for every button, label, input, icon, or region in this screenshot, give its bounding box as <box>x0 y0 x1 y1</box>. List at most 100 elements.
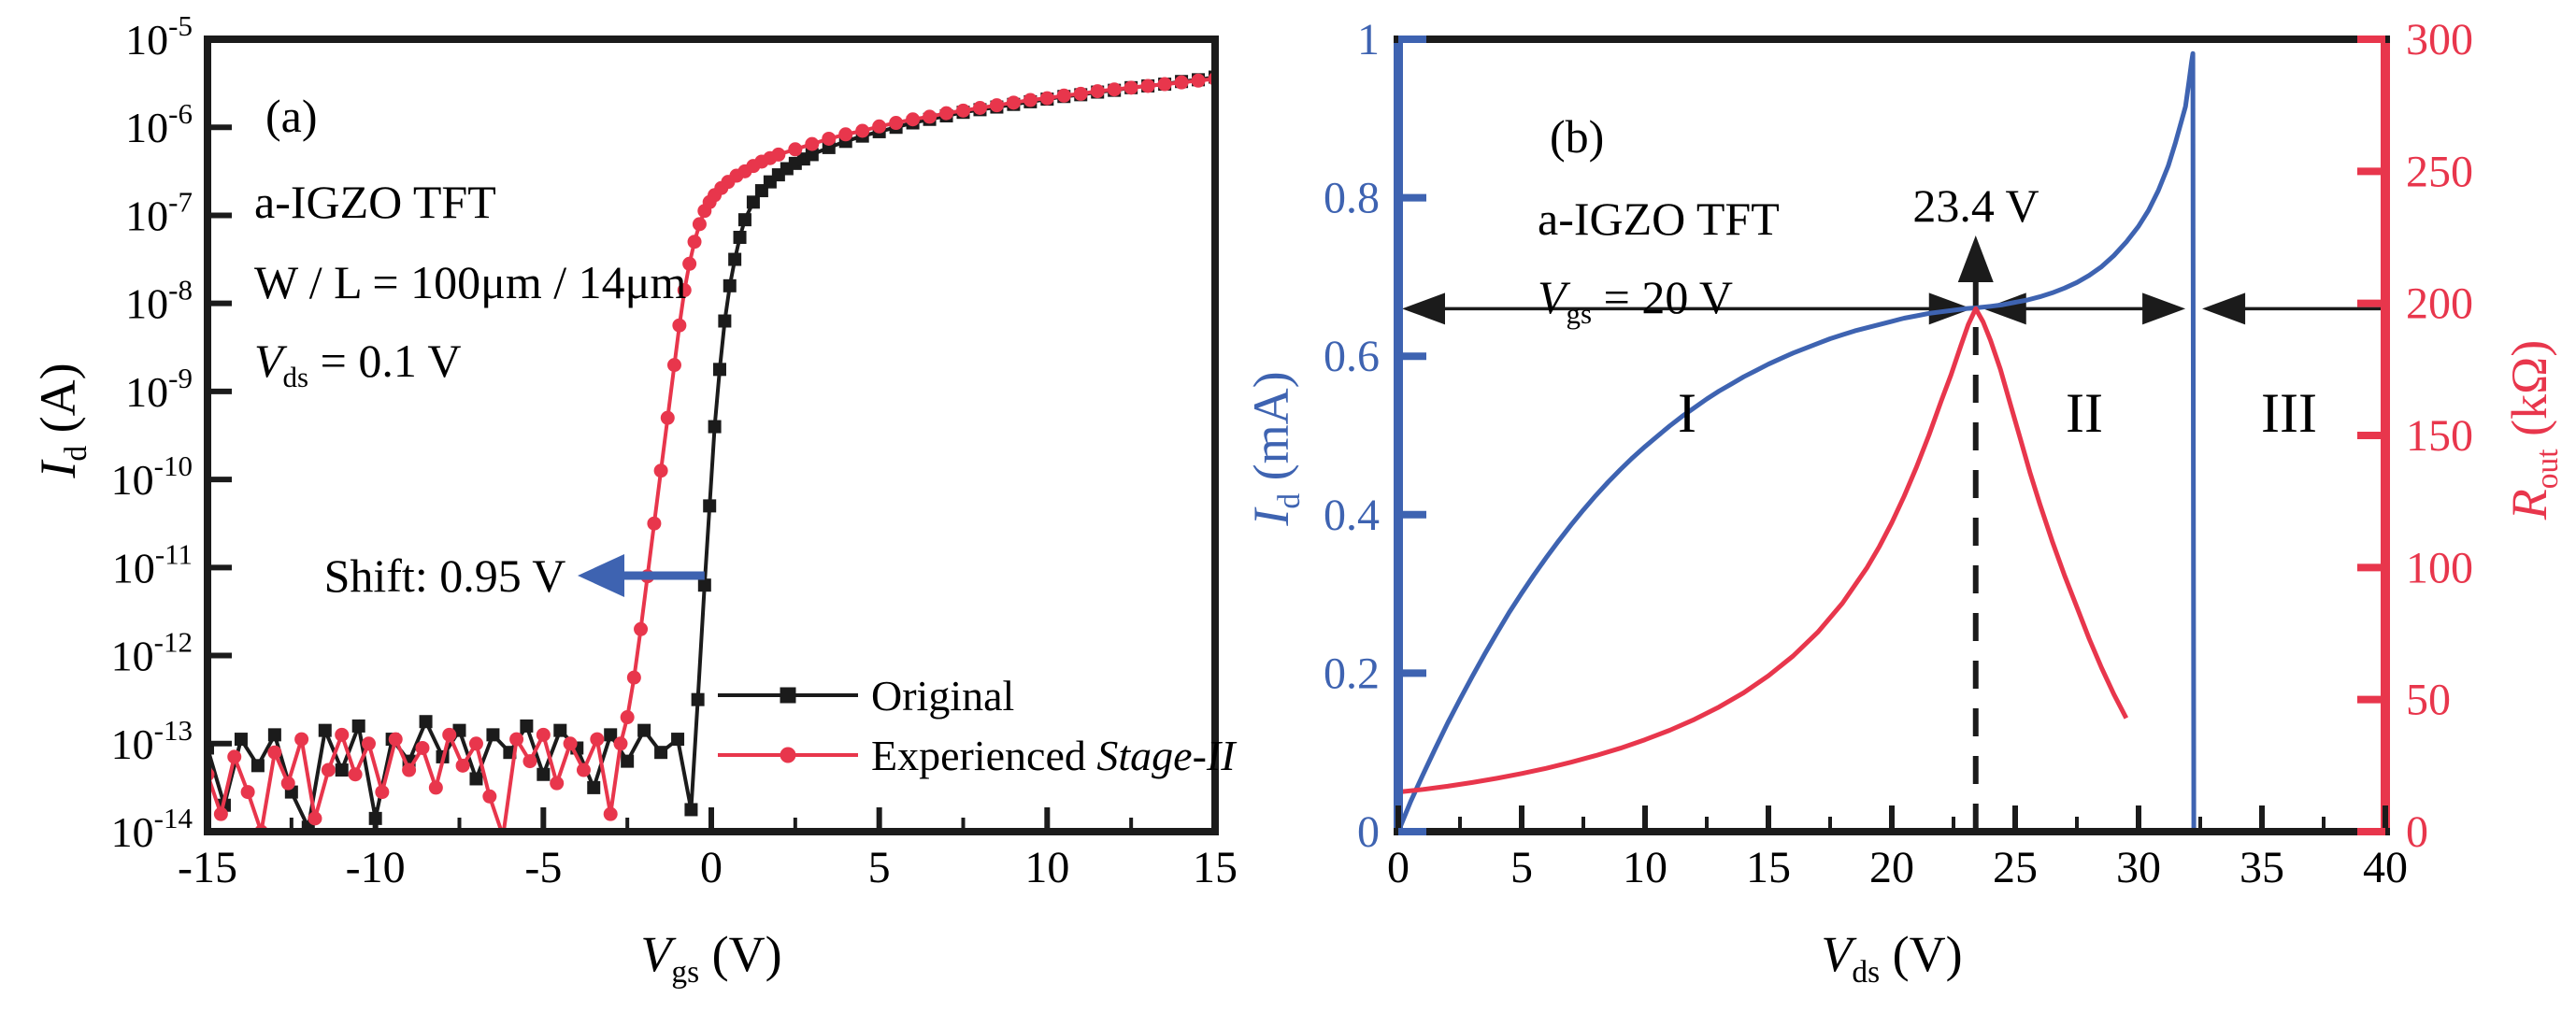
marker-square <box>486 728 500 742</box>
rout-axis-subscript: out <box>2529 449 2565 490</box>
panel-a-y-tick-label: 10-11 <box>112 537 193 592</box>
curve-red <box>211 77 1211 830</box>
marker-circle <box>1039 91 1054 106</box>
curve-rout <box>1397 306 2129 795</box>
marker-circle <box>211 768 215 781</box>
marker-circle <box>666 358 681 373</box>
marker-circle <box>563 736 578 751</box>
marker-circle <box>989 98 1004 113</box>
marker-square <box>520 719 534 733</box>
rout-axis-symbol: R <box>2500 489 2557 520</box>
marker-circle <box>613 736 628 751</box>
marker-square <box>746 195 760 209</box>
marker-square <box>553 723 567 737</box>
marker-circle <box>660 410 675 425</box>
panel-b-right-tick-label: 0 <box>2406 807 2428 857</box>
panel-b-left-tick-label: 1 <box>1357 15 1380 64</box>
panel-a-x-tick-label: -5 <box>524 843 562 892</box>
marker-circle <box>855 123 870 138</box>
panel-b-x-tick-label: 40 <box>2363 843 2408 892</box>
region-3-left-arrowhead <box>2202 292 2246 325</box>
panel-b-left-axis-title: Id (mA) <box>1242 371 1307 526</box>
marker-square <box>335 763 349 777</box>
panel-b-right-tick-label: 200 <box>2406 279 2473 329</box>
marker-circle <box>647 516 662 531</box>
panel-a-y-tick-label: 10-7 <box>125 185 193 239</box>
panel-a-y-tick-label: 10-5 <box>125 9 193 64</box>
marker-circle <box>1208 73 1211 85</box>
vds-axis-subscript: ds <box>1852 954 1881 990</box>
marker-circle <box>1073 86 1088 101</box>
marker-circle <box>509 732 524 747</box>
vds-value: = 0.1 V <box>308 335 462 387</box>
marker-square <box>234 733 248 747</box>
marker-circle <box>1191 73 1206 88</box>
marker-circle <box>267 745 282 760</box>
marker-circle <box>294 732 309 747</box>
marker-circle <box>402 763 417 777</box>
marker-circle <box>388 732 403 747</box>
legend-item-stage2: Experienced Stage-II <box>718 725 1236 785</box>
marker-square <box>211 741 214 755</box>
id-axis-subscript: d <box>58 445 93 462</box>
marker-circle <box>805 136 820 151</box>
marker-square <box>604 728 618 742</box>
vds-axis-unit: (V) <box>1880 926 1963 982</box>
region-label-3: III <box>2261 382 2317 444</box>
shift-arrow-head <box>578 554 624 597</box>
panel-b-x-tick-label: 0 <box>1387 843 1410 892</box>
panel-a-x-tick-label: -10 <box>346 843 406 892</box>
panel-a-y-tick-label: 10-13 <box>111 714 193 768</box>
panel-b-right-tick-label: 100 <box>2406 543 2473 592</box>
panel-a-x-tick-label: -15 <box>178 843 237 892</box>
id-ma-axis-symbol: I <box>1242 508 1299 526</box>
legend-line-original <box>718 687 858 704</box>
id-ma-axis-unit: (mA) <box>1242 371 1299 493</box>
panel-a-y-tick-label: 10-9 <box>125 362 193 416</box>
panel-b-x-tick-label: 10 <box>1623 843 1667 892</box>
vgs-axis-subscript: gs <box>671 954 700 990</box>
peak-voltage-annotation: 23.4 V <box>1912 179 2039 232</box>
panel-b-x-tick-label: 35 <box>2240 843 2284 892</box>
marker-circle <box>415 740 430 755</box>
marker-circle <box>482 789 497 804</box>
panel-a-y-tick-label: 10-8 <box>125 274 193 328</box>
marker-circle <box>956 103 970 118</box>
marker-circle <box>939 106 954 121</box>
vgs-bias-subscript: gs <box>1566 297 1593 330</box>
marker-circle <box>1056 88 1071 103</box>
panel-a-y-tick-label: 10-12 <box>111 626 193 680</box>
marker-circle <box>682 256 697 271</box>
marker-circle <box>321 763 336 777</box>
marker-circle <box>1090 84 1105 99</box>
panel-b-right-tick-label: 150 <box>2406 411 2473 461</box>
legend-label-stage2: Experienced Stage-II <box>871 731 1236 780</box>
panel-a-x-tick-label: 0 <box>700 843 723 892</box>
vgs-axis-unit: (V) <box>699 926 782 982</box>
marker-circle <box>1123 80 1138 95</box>
panel-a-tag: (a) <box>265 90 318 142</box>
marker-circle <box>213 806 228 821</box>
marker-circle <box>923 109 937 124</box>
marker-square <box>537 767 551 781</box>
panel-b-left-tick-label: 0 <box>1357 807 1380 857</box>
panel-b-left-tick-label: 0.2 <box>1324 649 1380 698</box>
marker-circle <box>468 736 483 751</box>
panel-b-tag: (b) <box>1550 110 1605 163</box>
marker-circle <box>1157 77 1172 92</box>
marker-circle <box>240 785 255 800</box>
marker-square <box>318 723 332 737</box>
panel-b-right-tick-label: 300 <box>2406 15 2473 64</box>
marker-square <box>621 754 635 768</box>
marker-square <box>737 213 751 227</box>
panel-b-left-tick-label: 0.8 <box>1324 174 1380 223</box>
panel-a-y-tick-label: 10-10 <box>111 449 193 504</box>
region-label-2: II <box>2066 382 2103 444</box>
panel-a-x-axis-title: Vgs (V) <box>640 925 782 988</box>
region-1-left-arrowhead <box>1402 292 1445 325</box>
marker-circle <box>1023 93 1038 107</box>
marker-square <box>708 420 722 434</box>
marker-circle <box>576 763 591 777</box>
legend: Original Experienced Stage-II <box>718 665 1236 785</box>
